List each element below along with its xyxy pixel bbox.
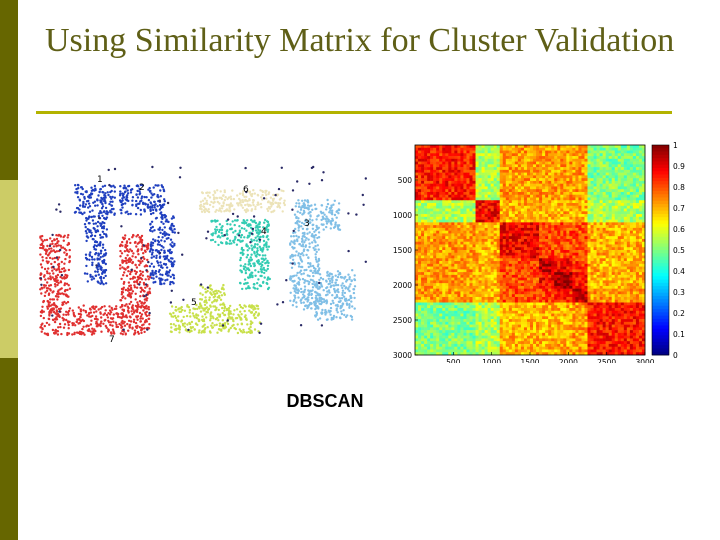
cluster-label: 2 [139, 183, 145, 193]
y-tick-label: 1500 [393, 246, 412, 255]
cluster-label: 1 [97, 175, 103, 185]
dbscan-cluster-scatter: 1 2 3 4 5 6 7 [38, 165, 367, 345]
cluster-2-points [118, 183, 176, 286]
x-tick-label: 1000 [482, 358, 501, 363]
colorbar-tick-label: 0.5 [673, 246, 685, 255]
sidebar-dark-block [0, 0, 18, 180]
similarity-cells [415, 145, 646, 356]
cluster-label: 6 [243, 185, 249, 195]
cluster-4-points [209, 218, 271, 291]
colorbar-tick-label: 0.2 [673, 309, 685, 318]
y-tick-label: 500 [398, 176, 413, 185]
cluster-1-points [73, 183, 117, 286]
x-tick-label: 2000 [559, 358, 578, 363]
colorbar-tick-label: 0 [673, 351, 678, 360]
x-tick-label: 1500 [520, 358, 539, 363]
colorbar-tick-label: 0.1 [673, 330, 685, 339]
colorbar-tick-label: 0.7 [673, 204, 685, 213]
colorbar [651, 144, 670, 356]
sidebar-dark-block [0, 358, 18, 540]
colorbar-tick-label: 0.3 [673, 288, 685, 297]
sidebar-light-block [0, 180, 18, 358]
slide-title: Using Similarity Matrix for Cluster Vali… [45, 22, 675, 59]
y-tick-label: 2000 [393, 281, 412, 290]
x-tick-label: 500 [446, 358, 461, 363]
cluster-label: 3 [304, 219, 310, 229]
colorbar-tick-label: 0.9 [673, 162, 685, 171]
colorbar-tick-label: 0.4 [673, 267, 685, 276]
cluster-6-points [198, 189, 286, 214]
x-tick-label: 2500 [597, 358, 616, 363]
x-tick-label: 3000 [635, 358, 654, 363]
y-tick-label: 2500 [393, 316, 412, 325]
colorbar-tick-label: 0.6 [673, 225, 685, 234]
y-tick-label: 3000 [393, 351, 412, 360]
cluster-label: 5 [191, 298, 197, 308]
colorbar-tick-label: 0.8 [673, 183, 685, 192]
cluster-5-points [168, 283, 262, 335]
y-tick-label: 1000 [393, 211, 412, 220]
title-underline [36, 111, 672, 114]
cluster-3-points [288, 198, 357, 321]
noise-points [39, 165, 367, 334]
sidebar-decoration [0, 0, 18, 540]
cluster-label: 4 [261, 227, 267, 237]
cluster-label: 7 [109, 335, 115, 345]
colorbar-tick-label: 1 [673, 141, 678, 150]
similarity-matrix-chart: 500 1000 1500 2000 2500 3000 500 1000 1500 2000 25… [393, 141, 685, 363]
algorithm-caption: DBSCAN [286, 391, 364, 411]
